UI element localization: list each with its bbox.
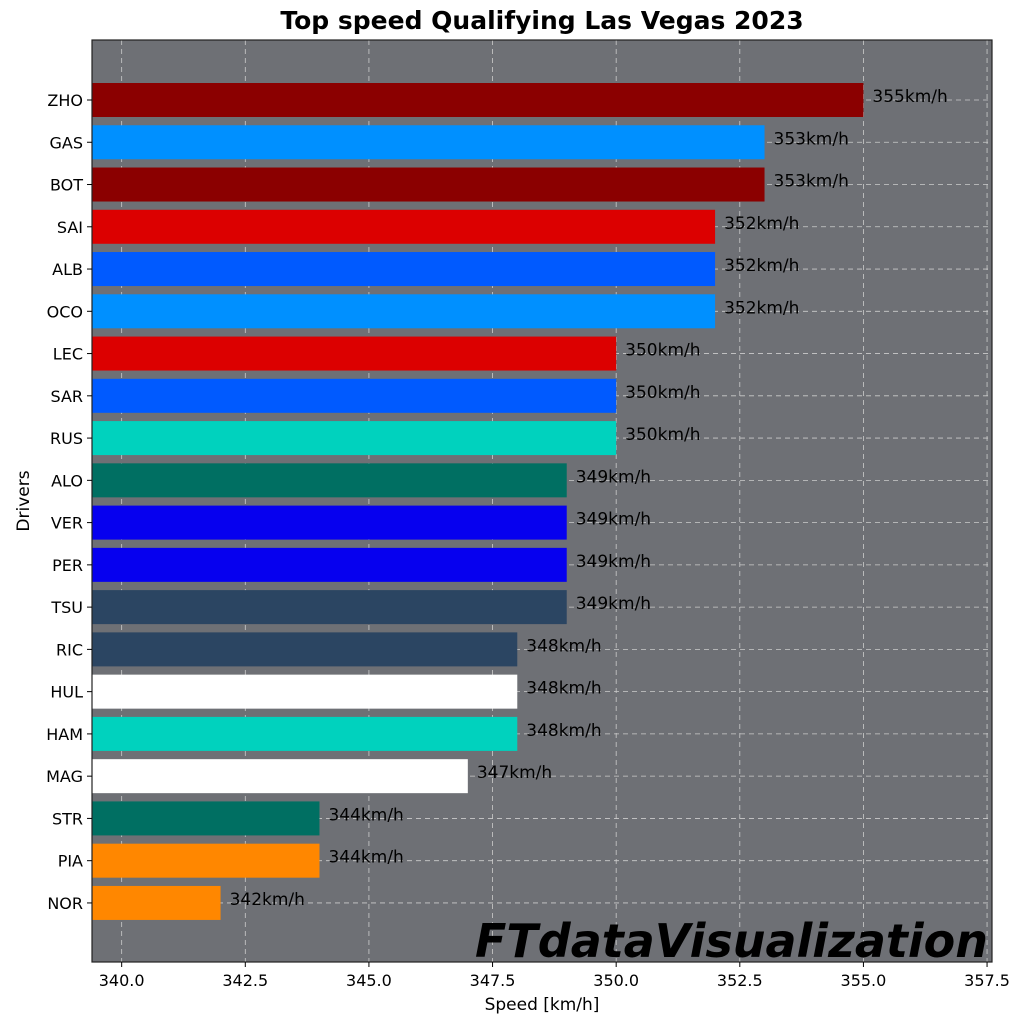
y-tick-label: ALB [52,260,83,279]
data-label: 352km/h [724,298,799,318]
bars: 355km/h 353km/h 353km/h 352km/h 352km/h 352km… [92,83,948,920]
y-tick-label: OCO [47,302,83,321]
data-label: 349km/h [576,594,651,614]
data-label: 347km/h [477,763,552,783]
bar-hul [92,674,518,709]
y-axis-label: Drivers [14,470,34,531]
bar-gas [92,125,765,160]
y-tick-label: VER [51,514,83,533]
data-label: 342km/h [230,890,305,910]
x-tick-label: 355.0 [841,971,887,990]
x-tick-label: 350.0 [593,971,639,990]
data-label: 352km/h [724,214,799,234]
data-label: 350km/h [625,383,700,403]
data-label: 352km/h [724,256,799,276]
bar-alo [92,463,567,498]
bar-tsu [92,590,567,625]
bar-alb [92,252,716,287]
y-ticks: ZHO GAS BOT SAI ALB OCO LEC SAR RUS ALO VER PER TSU R… [46,91,92,913]
data-label: 348km/h [526,636,601,656]
bar-per [92,547,567,582]
y-tick-label: ZHO [47,91,83,110]
x-ticks: 340.0 342.5 345.0 347.5 350.0 352.5 355.0 357.5 [99,962,1010,990]
x-tick-label: 345.0 [346,971,392,990]
bar-bot [92,167,765,202]
data-label: 350km/h [625,425,700,445]
data-label: 349km/h [576,552,651,572]
x-tick-label: 347.5 [470,971,516,990]
data-label: 349km/h [576,467,651,487]
y-tick-label: STR [52,809,83,828]
data-label: 344km/h [328,805,403,825]
data-label: 348km/h [526,721,601,741]
bar-pia [92,843,320,878]
x-tick-label: 357.5 [964,971,1010,990]
y-tick-label: SAI [57,218,83,237]
x-tick-label: 340.0 [99,971,145,990]
data-label: 355km/h [872,87,947,107]
bar-sai [92,209,716,244]
y-tick-label: ALO [51,471,83,490]
y-tick-label: RUS [50,429,83,448]
data-label: 344km/h [328,848,403,868]
y-tick-label: PER [52,556,83,575]
bar-ric [92,632,518,667]
bar-str [92,801,320,836]
y-tick-label: GAS [50,133,84,152]
x-axis-label: Speed [km/h] [485,995,600,1015]
y-tick-label: RIC [56,640,83,659]
y-tick-label: HAM [46,725,83,744]
y-tick-label: MAG [46,767,83,786]
x-tick-label: 342.5 [222,971,268,990]
y-tick-label: NOR [47,894,83,913]
chart-title: Top speed Qualifying Las Vegas 2023 [280,6,803,35]
y-tick-label: PIA [58,852,83,871]
data-label: 349km/h [576,510,651,530]
plot-frame [91,39,993,963]
bar-ver [92,505,567,540]
data-label: 353km/h [774,172,849,192]
y-tick-label: BOT [50,176,83,195]
watermark: FTdataVisualization [475,914,988,968]
y-tick-label: SAR [50,387,83,406]
bar-ham [92,716,518,751]
bar-zho [92,83,864,117]
bar-lec [92,336,617,371]
y-tick-label: LEC [53,345,83,364]
data-label: 348km/h [526,679,601,699]
x-tick-label: 352.5 [717,971,763,990]
bar-nor [92,885,221,920]
bar-oco [92,294,716,329]
data-label: 353km/h [774,129,849,149]
y-tick-label: HUL [50,683,83,702]
data-label: 350km/h [625,341,700,361]
bar-mag [92,759,468,794]
bar-sar [92,378,617,413]
y-tick-label: TSU [50,598,83,617]
bar-rus [92,421,617,456]
